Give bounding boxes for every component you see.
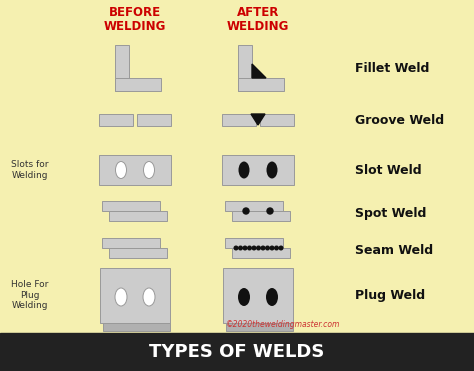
Bar [223,267,293,322]
Ellipse shape [266,288,278,306]
Bar [222,114,256,126]
Ellipse shape [144,161,155,178]
Text: TYPES OF WELDS: TYPES OF WELDS [149,343,325,361]
Ellipse shape [116,161,127,178]
Circle shape [275,246,278,250]
Circle shape [267,208,273,214]
Bar [226,322,293,331]
Bar [238,78,284,91]
Text: AFTER
WELDING: AFTER WELDING [227,6,289,33]
Text: Slots for
Welding: Slots for Welding [11,160,49,180]
Text: Spot Weld: Spot Weld [355,207,427,220]
Ellipse shape [115,288,127,306]
Circle shape [234,246,238,250]
Text: Plug Weld: Plug Weld [355,289,425,302]
Circle shape [248,246,251,250]
Circle shape [257,246,260,250]
Circle shape [266,246,269,250]
Bar [233,248,291,258]
Bar [233,211,291,221]
Polygon shape [252,64,266,78]
Text: BEFORE
WELDING: BEFORE WELDING [104,6,166,33]
Polygon shape [251,114,265,125]
Bar [99,114,133,126]
Text: Fillet Weld: Fillet Weld [355,62,429,75]
Bar [99,155,171,185]
Circle shape [239,246,242,250]
Bar [103,322,170,331]
Bar [238,45,252,91]
Text: ©2020theweldingmaster.com: ©2020theweldingmaster.com [226,320,340,329]
Bar [260,114,294,126]
Bar [137,114,171,126]
Circle shape [261,246,265,250]
Bar [109,248,167,258]
Bar [115,45,129,91]
Circle shape [252,246,256,250]
Text: Hole For
Plug
Welding: Hole For Plug Welding [11,280,49,310]
Bar [226,238,283,248]
Ellipse shape [238,288,250,306]
Bar [0,333,474,371]
Bar [100,267,170,322]
Ellipse shape [238,161,249,178]
Bar [109,211,167,221]
Circle shape [270,246,274,250]
Circle shape [279,246,283,250]
Ellipse shape [143,288,155,306]
Bar [222,155,294,185]
Circle shape [243,208,249,214]
Text: Groove Weld: Groove Weld [355,114,444,127]
Circle shape [243,246,247,250]
Bar [102,201,161,211]
Text: Seam Weld: Seam Weld [355,243,433,256]
Ellipse shape [266,161,277,178]
Text: Slot Weld: Slot Weld [355,164,422,177]
Bar [102,238,161,248]
Bar [115,78,161,91]
Bar [226,201,283,211]
